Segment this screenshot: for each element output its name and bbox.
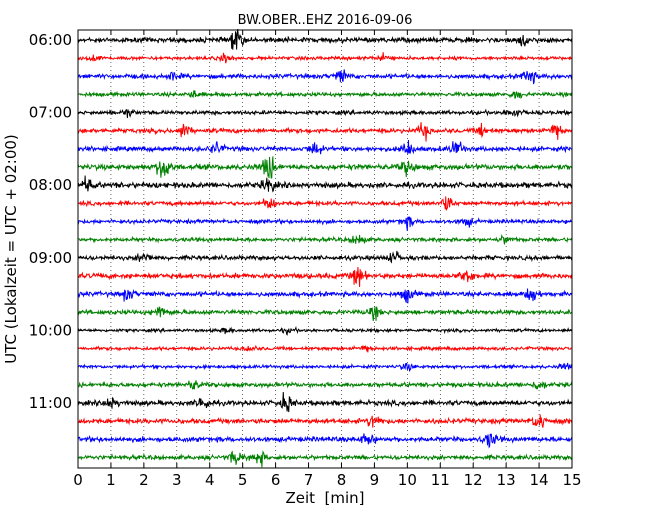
- y-tick-label: 08:00: [29, 176, 72, 194]
- seismic-trace: [77, 156, 573, 179]
- y-tick-label: 07:00: [29, 104, 72, 122]
- trace-group: [77, 28, 573, 468]
- y-axis: 06:00 07:00 08:00 09:00 10:00 11:00: [29, 31, 572, 412]
- seismic-trace: [77, 122, 573, 142]
- seismic-trace: [77, 234, 573, 245]
- seismic-trace: [77, 450, 573, 468]
- seismic-trace: [77, 267, 573, 287]
- seismic-trace: [77, 90, 573, 100]
- y-tick-label: 11:00: [29, 394, 72, 412]
- seismic-trace: [77, 433, 573, 449]
- x-tick-label: 11: [431, 471, 450, 489]
- x-tick-label: 13: [497, 471, 516, 489]
- x-tick-label: 15: [562, 471, 581, 489]
- x-tick-label: 2: [139, 471, 149, 489]
- x-tick-label: 7: [304, 471, 314, 489]
- seismic-trace: [77, 362, 573, 372]
- seismic-trace: [77, 344, 573, 353]
- seismic-trace: [77, 69, 573, 85]
- y-tick-label: 09:00: [29, 249, 72, 267]
- x-tick-label: 10: [398, 471, 417, 489]
- seismic-trace: [77, 175, 573, 193]
- seismic-trace: [77, 140, 573, 155]
- x-tick-label: 1: [106, 471, 116, 489]
- x-tick-label: 9: [370, 471, 380, 489]
- x-tick-label: 0: [73, 471, 83, 489]
- x-tick-label: 12: [464, 471, 483, 489]
- x-axis-label: Zeit [min]: [285, 489, 364, 507]
- x-tick-label: 5: [238, 471, 248, 489]
- chart-title: BW.OBER..EHZ 2016-09-06: [238, 13, 413, 28]
- y-tick-label: 10:00: [29, 321, 72, 339]
- plot-frame: [77, 29, 573, 469]
- seismic-trace: [77, 196, 573, 211]
- x-tick-label: 8: [337, 471, 347, 489]
- x-tick-label: 3: [172, 471, 182, 489]
- x-axis: 0 1 2 3 4 5 6 7 8 9 10 11 12 13 14 15: [73, 30, 582, 489]
- x-tick-label: 4: [205, 471, 215, 489]
- seismic-trace: [77, 52, 573, 64]
- seismic-trace: [77, 414, 573, 428]
- seismic-trace: [77, 216, 573, 231]
- x-tick-label: 6: [271, 471, 281, 489]
- seismic-trace: [77, 325, 573, 336]
- seismic-trace: [77, 250, 573, 264]
- y-tick-label: 06:00: [29, 31, 72, 49]
- seismic-trace: [77, 391, 573, 413]
- y-axis-label: UTC (Lokalzeit = UTC + 02:00): [2, 134, 20, 364]
- seismic-trace: [77, 380, 573, 390]
- seismic-trace: [77, 288, 573, 304]
- seismic-trace: [77, 108, 573, 119]
- x-tick-label: 14: [530, 471, 549, 489]
- seismic-trace: [77, 28, 573, 50]
- seismic-trace: [77, 306, 573, 322]
